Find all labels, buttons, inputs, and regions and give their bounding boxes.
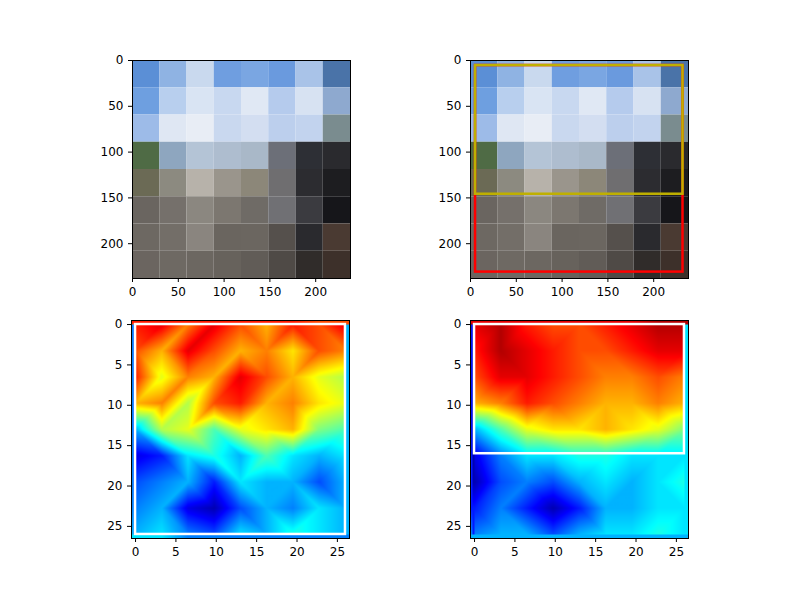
svg-text:100: 100 [551,285,574,299]
svg-text:0: 0 [454,53,462,67]
svg-text:50: 50 [108,99,123,113]
svg-text:25: 25 [330,545,345,559]
svg-text:10: 10 [446,398,461,412]
svg-text:5: 5 [115,358,123,372]
svg-text:20: 20 [289,545,304,559]
svg-text:10: 10 [209,545,224,559]
svg-text:5: 5 [511,545,519,559]
svg-text:150: 150 [258,285,281,299]
svg-text:0: 0 [467,285,475,299]
svg-text:5: 5 [454,358,462,372]
svg-text:15: 15 [107,438,122,452]
svg-text:5: 5 [172,545,180,559]
svg-text:200: 200 [439,237,462,251]
svg-text:10: 10 [107,398,122,412]
svg-text:15: 15 [588,545,603,559]
svg-text:0: 0 [454,317,462,331]
svg-text:200: 200 [101,237,124,251]
svg-text:150: 150 [101,191,124,205]
svg-text:150: 150 [596,285,619,299]
svg-text:15: 15 [249,545,264,559]
svg-text:150: 150 [439,191,462,205]
svg-text:20: 20 [446,479,461,493]
svg-text:25: 25 [669,545,684,559]
svg-text:50: 50 [509,285,524,299]
svg-text:50: 50 [171,285,186,299]
svg-text:15: 15 [446,438,461,452]
svg-text:0: 0 [132,545,140,559]
svg-text:0: 0 [129,285,137,299]
svg-text:25: 25 [107,519,122,533]
svg-text:20: 20 [628,545,643,559]
svg-text:200: 200 [304,285,327,299]
svg-text:0: 0 [115,317,123,331]
svg-text:25: 25 [446,519,461,533]
svg-text:0: 0 [471,545,479,559]
svg-text:200: 200 [642,285,665,299]
svg-text:10: 10 [548,545,563,559]
svg-text:0: 0 [116,53,124,67]
svg-text:100: 100 [439,145,462,159]
svg-text:50: 50 [446,99,461,113]
svg-text:100: 100 [101,145,124,159]
svg-text:100: 100 [213,285,236,299]
svg-text:20: 20 [107,479,122,493]
